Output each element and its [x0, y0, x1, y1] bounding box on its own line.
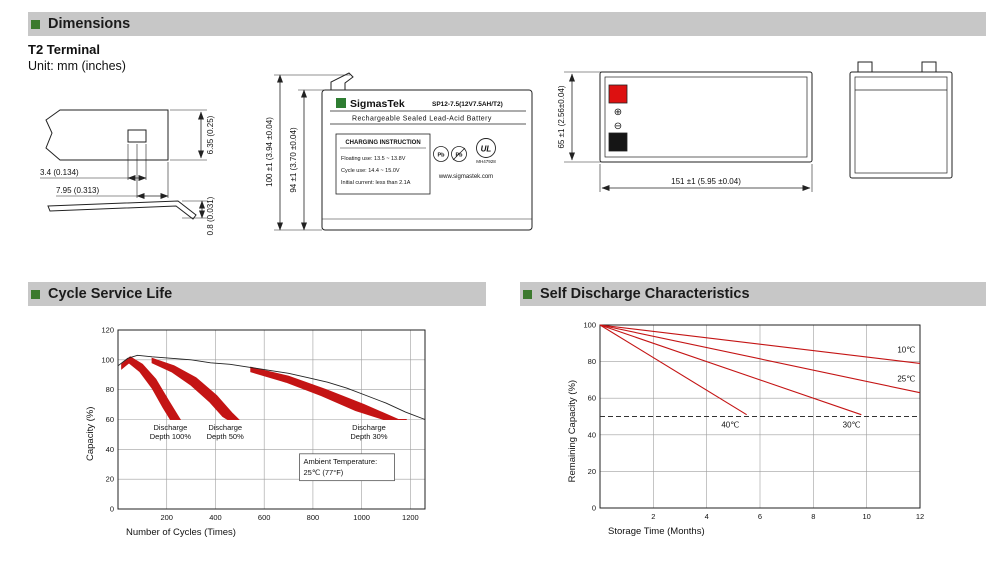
section-header-cycle-life: Cycle Service Life [28, 282, 486, 306]
annotation-text: 25℃ (77°F) [304, 468, 344, 477]
section-header-self-discharge: Self Discharge Characteristics [520, 282, 986, 306]
section-bullet-icon [31, 19, 40, 29]
dim-tab-width: 6.35 (0.25) [206, 115, 215, 154]
x-tick-label: 600 [258, 513, 271, 522]
minus-terminal-icon: ⊖ [614, 121, 622, 132]
temperature-label: 40℃ [721, 420, 739, 429]
x-axis-label: Storage Time (Months) [608, 526, 705, 537]
ul-mark-icon: UL [481, 145, 492, 154]
cycle-service-life-chart: 200 400 600 800 1000 1200 0 20 40 60 80 100 120 Disch… [14, 316, 484, 564]
discharge-depth-band [121, 356, 182, 420]
y-axis-label: Capacity (%) [85, 407, 96, 461]
self-discharge-title: Self Discharge Characteristics [540, 286, 750, 302]
ul-file-number: MH47928 [476, 159, 496, 164]
band-label: Discharge [154, 423, 188, 432]
x-tick-label: 400 [209, 513, 222, 522]
x-tick-label: 12 [916, 512, 924, 521]
terminal-type-label: T2 Terminal [28, 42, 101, 57]
positive-terminal-marker [608, 84, 628, 104]
charging-line-floating: Floating use: 13.5 ~ 13.8V [341, 156, 406, 162]
dim-length: 151 ±1 (5.95 ±0.04) [671, 177, 741, 186]
cycle-life-title: Cycle Service Life [48, 286, 173, 302]
charging-instruction-title: CHARGING INSTRUCTION [345, 140, 420, 146]
dim-overall-height: 100 ±1 (3.94 ±0.04) [265, 117, 274, 187]
y-tick-label: 20 [106, 475, 114, 484]
x-tick-label: 4 [705, 512, 709, 521]
annotation-text: Ambient Temperature: [304, 457, 378, 466]
section-header-dimensions: Dimensions [28, 12, 986, 36]
cycle-chart-svg: 200 400 600 800 1000 1200 0 20 40 60 80 100 120 Disch… [85, 326, 426, 538]
terminal-detail-drawing [40, 109, 208, 220]
y-tick-label: 80 [588, 357, 596, 366]
band-label: Discharge [352, 423, 386, 432]
top-view-drawing [564, 71, 813, 192]
side-view-drawing [849, 61, 953, 179]
band-label: Depth 50% [207, 432, 244, 441]
band-label: Depth 100% [150, 432, 192, 441]
temperature-label: 10℃ [897, 345, 915, 354]
temperature-line [599, 324, 747, 416]
x-tick-label: 800 [307, 513, 320, 522]
y-tick-label: 60 [106, 415, 114, 424]
x-tick-label: 200 [160, 513, 173, 522]
x-tick-label: 6 [758, 512, 762, 521]
negative-terminal-marker [608, 132, 628, 152]
charging-line-initial: Initial current: less than 2.1A [341, 180, 411, 186]
y-axis-label: Remaining Capacity (%) [567, 380, 578, 482]
y-tick-label: 0 [592, 504, 596, 513]
x-tick-label: 8 [811, 512, 815, 521]
x-tick-label: 10 [862, 512, 870, 521]
y-tick-label: 40 [588, 430, 596, 439]
discharge-depth-band [250, 366, 407, 420]
x-axis-label: Number of Cycles (Times) [126, 527, 236, 538]
y-tick-label: 100 [583, 321, 596, 330]
brand-logo-icon [336, 98, 346, 108]
capacity-envelope-line [117, 354, 426, 420]
y-tick-label: 0 [110, 505, 114, 514]
band-label: Discharge [208, 423, 242, 432]
dim-depth: 65 ±1 (2.56±0.04) [557, 85, 566, 148]
y-tick-label: 40 [106, 445, 114, 454]
dim-case-height: 94 ±1 (3.70 ±0.04) [289, 127, 298, 193]
x-tick-label: 1000 [353, 513, 370, 522]
plus-terminal-icon: ⊕ [614, 107, 622, 118]
pb-recycle-icon: Pb [437, 153, 445, 159]
y-tick-label: 120 [101, 326, 114, 335]
discharge-chart-svg: 2 4 6 8 10 12 0 20 40 60 80 100 10℃ 25℃ 30℃ 40℃ Storage … [567, 321, 924, 538]
temperature-line [599, 324, 862, 416]
dimension-drawings: 6.35 (0.25) 3.4 (0.134) 7.95 (0.313) 0.8… [40, 61, 953, 235]
temperature-label: 25℃ [897, 375, 915, 384]
self-discharge-chart: 2 4 6 8 10 12 0 20 40 60 80 100 10℃ 25℃ 30℃ 40℃ Storage … [514, 315, 984, 563]
y-tick-label: 100 [101, 355, 114, 364]
dimensions-title: Dimensions [48, 16, 131, 32]
y-tick-label: 20 [588, 467, 596, 476]
pb-no-trash-icon: Pb [455, 153, 463, 159]
dim-tab-thickness: 0.8 (0.031) [206, 196, 215, 235]
x-tick-label: 2 [651, 512, 655, 521]
section-bullet-icon [523, 289, 532, 299]
website-text: www.sigmastek.com [438, 174, 493, 180]
band-label: Depth 30% [350, 432, 387, 441]
battery-type-line: Rechargeable Sealed Lead-Acid Battery [352, 116, 492, 123]
temperature-label: 30℃ [843, 420, 861, 429]
dim-slot-width: 3.4 (0.134) [40, 168, 79, 177]
x-tick-label: 1200 [402, 513, 419, 522]
y-tick-label: 80 [106, 385, 114, 394]
front-view-drawing [274, 72, 533, 231]
section-bullet-icon [31, 289, 40, 299]
brand-name: SigmasTek [350, 98, 405, 110]
y-tick-label: 60 [588, 394, 596, 403]
temperature-line [599, 324, 921, 364]
ambient-temperature-box [299, 453, 395, 482]
discharge-depth-band [151, 357, 240, 420]
dim-slot-offset: 7.95 (0.313) [56, 186, 99, 195]
temperature-line [599, 324, 921, 394]
unit-note: Unit: mm (inches) [28, 59, 126, 73]
model-number: SP12-7.5(12V7.5AH/T2) [432, 101, 503, 108]
charging-line-cycle: Cycle use: 14.4 ~ 15.0V [341, 168, 400, 174]
